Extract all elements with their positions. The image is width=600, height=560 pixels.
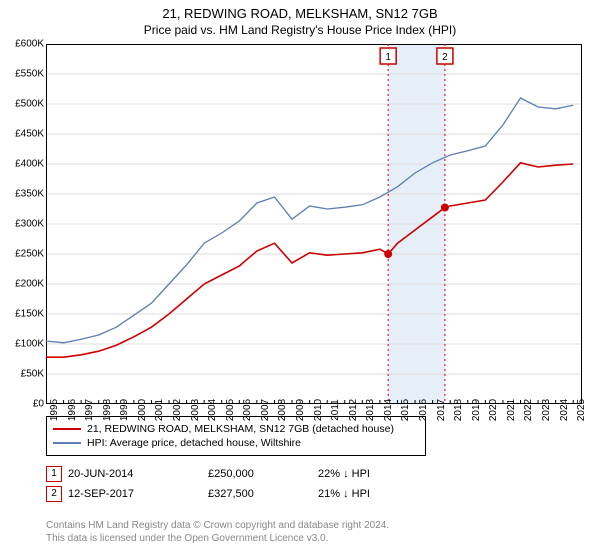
chart-svg: 12 bbox=[46, 44, 582, 404]
legend-swatch bbox=[53, 442, 81, 444]
x-axis-label: 2022 bbox=[523, 399, 534, 421]
y-axis-label: £350K bbox=[0, 189, 44, 200]
y-axis-label: £50K bbox=[0, 369, 44, 380]
y-axis-label: £150K bbox=[0, 309, 44, 320]
y-axis-label: £100K bbox=[0, 339, 44, 350]
legend-label: 21, REDWING ROAD, MELKSHAM, SN12 7GB (de… bbox=[87, 423, 394, 435]
page-subtitle: Price paid vs. HM Land Registry's House … bbox=[0, 21, 600, 37]
sale-row: 1 20-JUN-2014£250,00022% ↓ HPI bbox=[46, 466, 428, 482]
sale-date: 12-SEP-2017 bbox=[68, 488, 208, 500]
y-axis-label: £600K bbox=[0, 39, 44, 50]
sale-price: £327,500 bbox=[208, 488, 318, 500]
legend-item: HPI: Average price, detached house, Wilt… bbox=[53, 437, 419, 449]
x-axis-label: 2024 bbox=[559, 399, 570, 421]
x-axis-label: 2020 bbox=[488, 399, 499, 421]
x-axis-label: 2017 bbox=[436, 399, 447, 421]
svg-text:1: 1 bbox=[385, 52, 391, 63]
x-axis-label: 2023 bbox=[541, 399, 552, 421]
y-axis-label: £400K bbox=[0, 159, 44, 170]
y-axis-label: £550K bbox=[0, 69, 44, 80]
y-axis-label: £0 bbox=[0, 399, 44, 410]
x-axis-label: 2019 bbox=[471, 399, 482, 421]
y-axis-label: £450K bbox=[0, 129, 44, 140]
y-axis-label: £200K bbox=[0, 279, 44, 290]
chart-area: 12 £0£50K£100K£150K£200K£250K£300K£350K£… bbox=[46, 44, 582, 404]
legend-label: HPI: Average price, detached house, Wilt… bbox=[87, 437, 301, 449]
sale-diff: 22% ↓ HPI bbox=[318, 468, 428, 480]
x-axis-label: 2025 bbox=[576, 399, 587, 421]
svg-text:2: 2 bbox=[442, 52, 448, 63]
footer-line1: Contains HM Land Registry data © Crown c… bbox=[46, 520, 389, 533]
sales-table: 1 20-JUN-2014£250,00022% ↓ HPI 2 12-SEP-201… bbox=[46, 462, 428, 506]
legend: 21, REDWING ROAD, MELKSHAM, SN12 7GB (de… bbox=[46, 416, 426, 456]
y-axis-label: £250K bbox=[0, 249, 44, 260]
legend-item: 21, REDWING ROAD, MELKSHAM, SN12 7GB (de… bbox=[53, 423, 419, 435]
sale-date: 20-JUN-2014 bbox=[68, 468, 208, 480]
sale-marker-icon: 2 bbox=[46, 486, 62, 502]
sale-price: £250,000 bbox=[208, 468, 318, 480]
x-axis-label: 2021 bbox=[506, 399, 517, 421]
y-axis-label: £500K bbox=[0, 99, 44, 110]
y-axis-label: £300K bbox=[0, 219, 44, 230]
page-title: 21, REDWING ROAD, MELKSHAM, SN12 7GB bbox=[0, 0, 600, 21]
legend-swatch bbox=[53, 428, 81, 430]
sale-diff: 21% ↓ HPI bbox=[318, 488, 428, 500]
sale-marker-icon: 1 bbox=[46, 466, 62, 482]
sale-row: 2 12-SEP-2017£327,50021% ↓ HPI bbox=[46, 486, 428, 502]
footer: Contains HM Land Registry data © Crown c… bbox=[46, 520, 389, 545]
x-axis-label: 2018 bbox=[453, 399, 464, 421]
footer-line2: This data is licensed under the Open Gov… bbox=[46, 533, 389, 546]
